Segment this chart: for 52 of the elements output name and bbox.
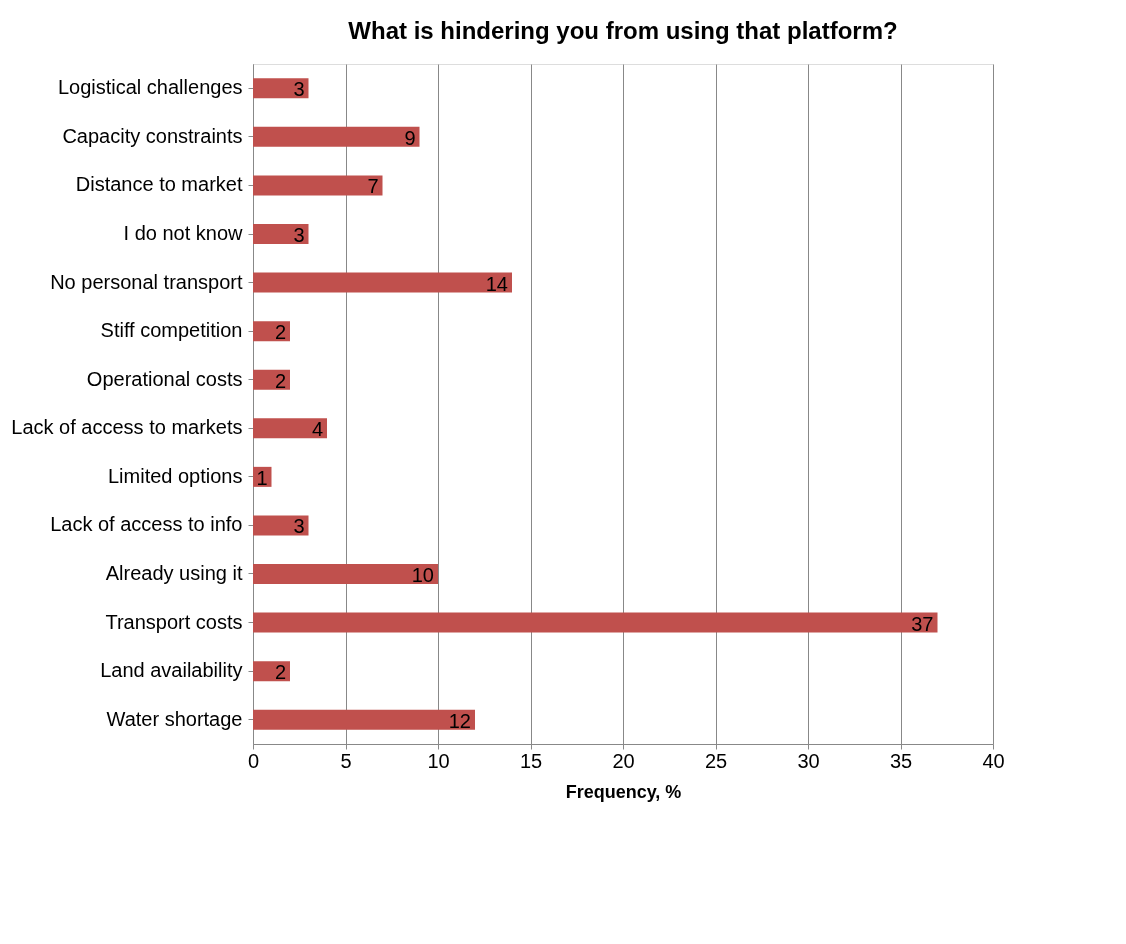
data-label: 4 [311, 418, 323, 441]
x-tick-label: 5 [340, 749, 352, 772]
bar [253, 661, 290, 682]
x-tick-label: 0 [247, 749, 260, 772]
bar [253, 224, 309, 244]
bar [253, 612, 938, 633]
x-tick-label: 20 [612, 749, 635, 772]
x-tick-label: 25 [704, 749, 728, 772]
data-label: 10 [411, 564, 434, 586]
data-label: 3 [293, 78, 305, 101]
bar [253, 709, 475, 730]
y-tick-label: Land availability [100, 659, 243, 682]
data-label: 3 [293, 224, 305, 246]
y-tick-label: Distance to market [75, 173, 243, 196]
bar [253, 272, 512, 293]
y-tick-label: Logistical challenges [57, 76, 243, 99]
x-axis-title: Frequency, % [565, 781, 682, 802]
y-tick-label: Capacity constraints [62, 124, 243, 147]
bar [253, 126, 420, 147]
x-tick-label: 30 [797, 749, 820, 772]
data-label: 2 [274, 321, 286, 344]
bar [253, 78, 309, 99]
bar [253, 418, 327, 439]
bar [253, 564, 438, 584]
data-label: 12 [448, 709, 471, 732]
data-label: 9 [404, 126, 416, 149]
data-label: 7 [367, 175, 379, 198]
data-label: 2 [274, 661, 286, 684]
y-tick-label: Stiff competition [100, 319, 243, 342]
x-tick-label: 15 [519, 749, 543, 772]
y-tick-label: No personal transport [50, 270, 243, 293]
data-label: 37 [911, 612, 934, 635]
y-tick-label: Lack of access to markets [11, 416, 243, 439]
chart-title: What is hindering you from using that platform? [348, 17, 898, 44]
data-label: 2 [274, 369, 286, 392]
y-tick-label: Transport costs [105, 610, 243, 633]
y-tick-label: Already using it [105, 562, 243, 584]
x-tick-label: 10 [427, 749, 450, 772]
bar [253, 515, 309, 536]
y-tick-label: Lack of access to info [50, 513, 243, 536]
y-tick-label: Operational costs [86, 367, 243, 390]
data-label: 3 [293, 515, 305, 538]
y-tick-label: Water shortage [106, 707, 243, 730]
bar [253, 321, 290, 342]
y-tick-label: I do not know [123, 222, 244, 244]
x-tick-label: 35 [889, 749, 913, 772]
data-label: 1 [256, 466, 268, 489]
x-tick-label: 40 [982, 749, 1005, 772]
bar [253, 175, 383, 196]
data-label: 14 [485, 272, 508, 295]
bar [253, 369, 290, 390]
y-tick-label: Limited options [107, 464, 243, 487]
